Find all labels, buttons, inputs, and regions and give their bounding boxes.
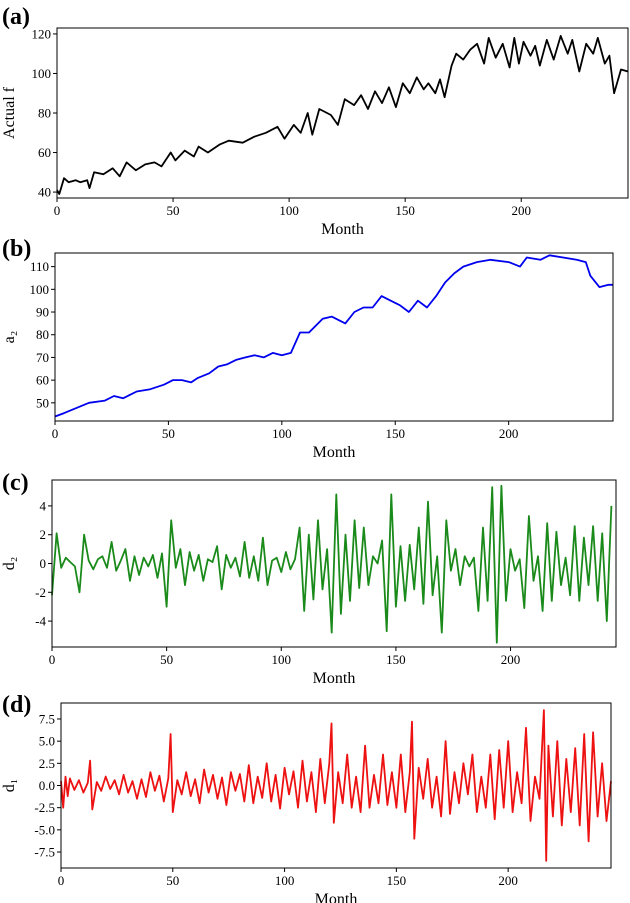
x-tick-label: 0 [54,203,61,218]
x-tick-label: 0 [49,652,56,667]
panel-b: (b) 0 50 100 150 200 50 60 70 80 90 100 110 Month a₂ [1,236,614,461]
x-axis-title: Month [321,221,364,238]
x-tick-label: 0 [52,426,59,441]
axes-frame [54,252,614,422]
series-line [54,254,613,418]
y-tick-label: 70 [36,350,49,365]
x-tick-label: 200 [501,652,521,667]
x-tick-label: 200 [499,426,519,441]
x-axis-title: Month [315,891,358,903]
y-tick-label: 50 [36,395,49,410]
y-tick-label: 5.0 [39,734,55,749]
panel-label: (c) [2,470,29,496]
panel-label: (a) [2,4,30,30]
y-axis-title: a₂ [1,331,18,344]
x-axis-title: Month [313,670,356,687]
x-tick-label: 0 [58,873,65,888]
y-tick-label: -4 [35,614,46,629]
y-tick-label: 110 [30,259,49,274]
x-tick-label: 100 [272,426,292,441]
y-tick-label: 90 [36,305,49,320]
y-tick-label: 2 [40,527,47,542]
x-tick-label: 150 [386,652,406,667]
x-tick-label: 150 [387,873,407,888]
panel-label: (d) [2,692,31,718]
series-line [51,484,613,644]
x-tick-label: 100 [272,652,292,667]
y-tick-label: 2.5 [39,756,55,771]
y-tick-label: 0 [40,556,47,571]
y-tick-label: 100 [30,282,50,297]
y-tick-label: 80 [38,106,51,121]
y-tick-label: -2 [35,585,46,600]
y-axis-title: Actual f [1,86,18,139]
y-tick-label: 4 [40,498,47,513]
x-tick-label: 50 [166,873,179,888]
series-line [56,35,629,195]
panel-c: (c) 0 50 100 150 200 -4 -2 0 2 4 Month d₂ [1,470,617,687]
y-tick-label: 100 [32,66,52,81]
panel-a: (a) 0 50 100 150 200 40 60 80 100 120 Month Actual f [1,4,629,238]
y-tick-label: -7.5 [34,845,55,860]
y-tick-label: -5.0 [34,822,55,837]
y-tick-label: -2.5 [34,800,55,815]
x-tick-label: 100 [279,203,299,218]
series-line [60,709,612,862]
y-tick-label: 120 [32,26,52,41]
panel-label: (b) [2,236,31,262]
x-tick-label: 50 [167,203,180,218]
x-tick-label: 200 [511,203,531,218]
y-tick-label: 40 [38,185,51,200]
y-tick-label: 60 [38,145,51,160]
y-axis-title: d₁ [1,779,18,793]
x-tick-label: 100 [275,873,295,888]
x-tick-label: 150 [395,203,415,218]
y-tick-label: 80 [36,327,49,342]
x-axis-title: Month [313,444,356,461]
x-tick-label: 50 [162,426,175,441]
y-tick-label: 7.5 [39,711,55,726]
y-tick-label: 0.0 [39,778,55,793]
y-axis-title: d₂ [1,557,18,571]
x-tick-label: 50 [160,652,173,667]
x-tick-label: 150 [385,426,405,441]
panel-d: (d) 0 50 100 150 200 -7.5 -5.0 -2.5 0.0 2.5 5.0 7.5 M… [1,692,612,903]
y-tick-label: 60 [36,373,49,388]
x-tick-label: 200 [498,873,518,888]
